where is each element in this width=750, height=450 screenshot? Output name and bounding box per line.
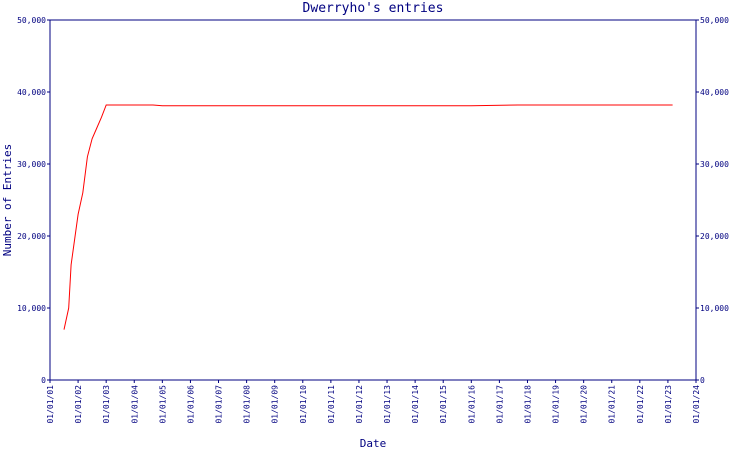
- x-tick-label: 01/01/11: [327, 385, 336, 424]
- x-tick-label: 01/01/16: [467, 385, 476, 424]
- y-tick-label-right: 30,000: [700, 160, 729, 169]
- x-tick-label: 01/01/21: [608, 385, 617, 424]
- x-tick-label: 01/01/06: [186, 385, 195, 424]
- x-tick-label: 01/01/22: [636, 385, 645, 424]
- y-tick-label-right: 20,000: [700, 232, 729, 241]
- y-axis-left: 0 10,000 20,000 30,000 40,000 50,000: [17, 16, 50, 385]
- y-tick-label-left: 10,000: [17, 304, 46, 313]
- y-axis-title: Number of Entries: [1, 144, 14, 257]
- x-axis: 01/01/01 01/01/02 01/01/03 01/01/04 01/01/05…: [46, 380, 701, 424]
- x-tick-label: 01/01/20: [580, 385, 589, 424]
- x-tick-label: 01/01/07: [215, 385, 224, 424]
- y-tick-label-right: 0: [700, 376, 705, 385]
- series-group: [63, 104, 673, 330]
- x-axis-title: Date: [360, 437, 387, 450]
- plot-frame: [49, 19, 697, 381]
- chart-title: Dwerryho's entries: [303, 1, 444, 16]
- series-line: [63, 104, 673, 330]
- x-tick-label: 01/01/19: [552, 385, 561, 424]
- x-tick-label: 01/01/02: [74, 385, 83, 424]
- x-tick-label: 01/01/03: [102, 385, 111, 424]
- y-tick-label-left: 40,000: [17, 88, 46, 97]
- x-tick-label: 01/01/10: [299, 385, 308, 424]
- x-tick-label: 01/01/17: [495, 385, 504, 424]
- x-tick-label: 01/01/23: [664, 385, 673, 424]
- x-tick-label: 01/01/05: [158, 385, 167, 424]
- y-tick-label-right: 10,000: [700, 304, 729, 313]
- x-tick-label: 01/01/13: [383, 385, 392, 424]
- x-tick-label: 01/01/14: [411, 385, 420, 424]
- y-tick-label-left: 0: [41, 376, 46, 385]
- y-tick-label-right: 50,000: [700, 16, 729, 25]
- x-tick-label: 01/01/15: [439, 385, 448, 424]
- y-tick-label-right: 40,000: [700, 88, 729, 97]
- y-axis-right: 0 10,000 20,000 30,000 40,000 50,000: [696, 16, 729, 385]
- x-tick-label: 01/01/04: [130, 385, 139, 424]
- y-tick-label-left: 20,000: [17, 232, 46, 241]
- x-tick-label: 01/01/18: [523, 385, 532, 424]
- y-tick-label-left: 50,000: [17, 16, 46, 25]
- x-tick-label: 01/01/12: [355, 385, 364, 424]
- x-tick-label: 01/01/08: [243, 385, 252, 424]
- y-tick-label-left: 30,000: [17, 160, 46, 169]
- x-tick-label: 01/01/24: [692, 385, 701, 424]
- x-tick-label: 01/01/01: [46, 385, 55, 424]
- x-tick-label: 01/01/09: [271, 385, 280, 424]
